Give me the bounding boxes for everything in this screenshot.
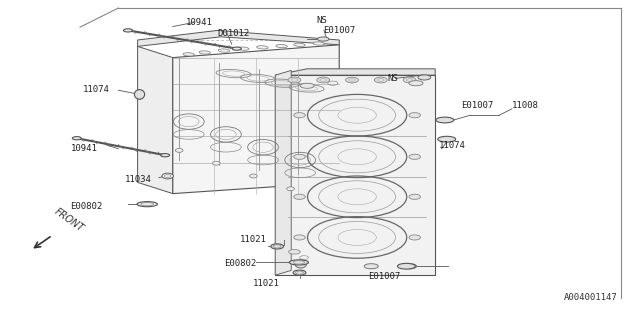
Ellipse shape [409, 113, 420, 118]
Ellipse shape [438, 136, 456, 142]
Ellipse shape [161, 154, 170, 157]
Text: A004001147: A004001147 [564, 293, 618, 302]
Ellipse shape [403, 264, 417, 269]
Ellipse shape [289, 260, 308, 265]
Ellipse shape [250, 174, 257, 178]
Text: E01007: E01007 [368, 272, 400, 281]
Ellipse shape [409, 235, 420, 240]
Ellipse shape [409, 194, 420, 199]
Ellipse shape [409, 154, 420, 159]
Ellipse shape [124, 29, 132, 32]
Text: 10941: 10941 [70, 144, 97, 153]
Ellipse shape [288, 77, 301, 83]
Ellipse shape [436, 117, 454, 123]
Ellipse shape [294, 43, 305, 46]
Ellipse shape [317, 37, 329, 41]
Text: 11021: 11021 [240, 236, 267, 244]
Ellipse shape [409, 81, 423, 86]
Ellipse shape [218, 49, 230, 52]
Ellipse shape [294, 113, 305, 118]
Text: NS: NS [317, 16, 328, 25]
Ellipse shape [257, 46, 268, 49]
Ellipse shape [162, 173, 173, 179]
Polygon shape [138, 30, 339, 46]
Text: 11074: 11074 [438, 141, 465, 150]
Ellipse shape [294, 154, 305, 159]
Polygon shape [138, 46, 173, 194]
Ellipse shape [317, 77, 330, 83]
Ellipse shape [232, 47, 241, 50]
Ellipse shape [294, 194, 305, 199]
Text: E00802: E00802 [70, 202, 102, 211]
Text: 11021: 11021 [253, 279, 280, 288]
Ellipse shape [237, 47, 249, 50]
Ellipse shape [72, 137, 81, 140]
Ellipse shape [134, 90, 145, 99]
Text: NS: NS [387, 74, 398, 83]
Ellipse shape [313, 42, 324, 45]
Text: E01007: E01007 [323, 26, 355, 35]
Ellipse shape [403, 77, 416, 83]
Polygon shape [275, 70, 291, 275]
Ellipse shape [183, 53, 195, 56]
Ellipse shape [287, 187, 294, 191]
Text: 11074: 11074 [83, 85, 110, 94]
Text: D01012: D01012 [218, 29, 250, 38]
Polygon shape [275, 75, 435, 275]
Ellipse shape [418, 75, 431, 80]
Text: 11034: 11034 [125, 175, 152, 184]
Ellipse shape [374, 77, 387, 83]
Ellipse shape [276, 44, 287, 48]
Ellipse shape [199, 51, 211, 54]
Ellipse shape [212, 161, 220, 165]
Ellipse shape [271, 244, 284, 249]
Ellipse shape [294, 235, 305, 240]
Text: FRONT: FRONT [52, 206, 86, 234]
Ellipse shape [137, 202, 157, 207]
Ellipse shape [295, 260, 307, 268]
Ellipse shape [175, 148, 183, 152]
Ellipse shape [364, 264, 378, 269]
Polygon shape [173, 45, 339, 194]
Ellipse shape [397, 263, 415, 269]
Ellipse shape [300, 83, 314, 88]
Ellipse shape [293, 270, 306, 275]
Polygon shape [275, 69, 435, 75]
Ellipse shape [289, 250, 300, 254]
Text: E01007: E01007 [461, 101, 493, 110]
Text: E00802: E00802 [224, 260, 256, 268]
Text: 11008: 11008 [512, 101, 539, 110]
Text: 10941: 10941 [186, 18, 212, 27]
Ellipse shape [346, 77, 358, 83]
